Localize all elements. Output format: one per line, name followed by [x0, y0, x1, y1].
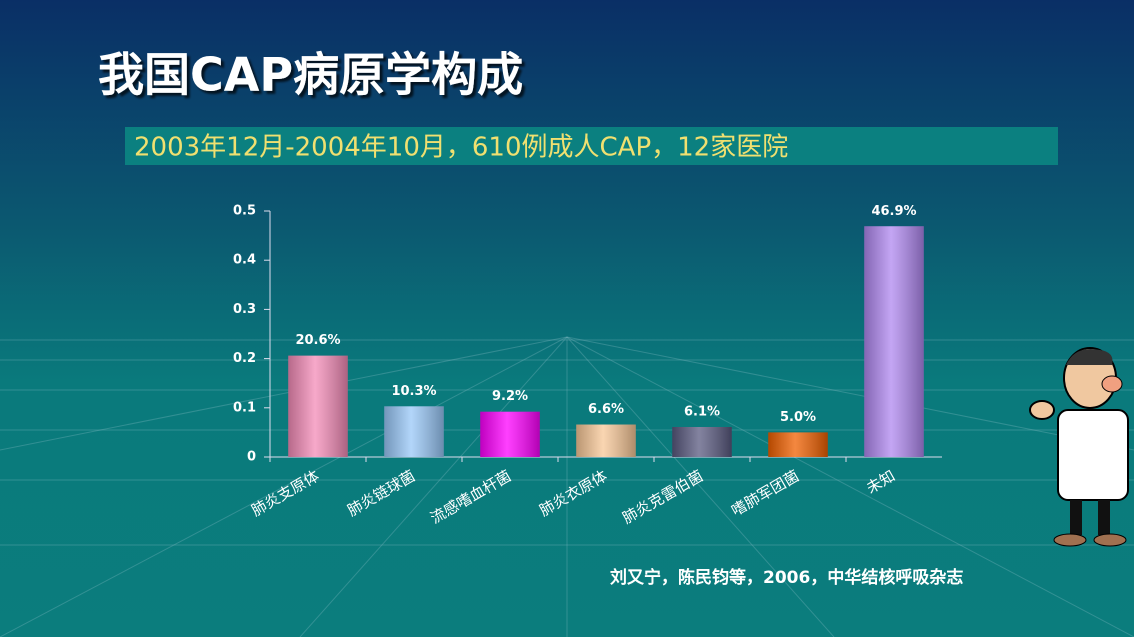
x-tick-label: 肺炎衣原体 [536, 467, 610, 520]
x-tick-label: 未知 [863, 467, 898, 498]
bar-shading [672, 426, 732, 457]
x-tick-label: 嗜肺军团菌 [728, 467, 802, 520]
bar-shading [864, 226, 924, 457]
x-tick-label: 肺炎支原体 [248, 467, 322, 520]
bar-shading [576, 424, 636, 457]
bar-shading [384, 406, 444, 457]
x-tick-label: 流感嗜血杆菌 [427, 467, 514, 528]
value-label: 5.0% [780, 410, 816, 425]
value-label: 20.6% [295, 333, 340, 348]
x-tick-label: 肺炎克雷伯菌 [619, 467, 706, 528]
bar-shading [480, 411, 540, 457]
subtitle-box [125, 127, 1058, 165]
value-label: 46.9% [871, 204, 916, 219]
source-note: 刘又宁，陈民钧等，2006，中华结核呼吸杂志 [610, 567, 963, 588]
title: 我国CAP病原学构成 [98, 48, 523, 102]
value-label: 10.3% [391, 384, 436, 399]
bar-shading [768, 432, 828, 457]
doctor-cartoon [1029, 347, 1129, 547]
value-label: 6.6% [588, 402, 624, 417]
floor-grid [0, 336, 1134, 637]
value-label: 9.2% [492, 389, 528, 404]
bar-shading [288, 355, 348, 457]
y-tick-label: 0 [247, 450, 256, 465]
y-tick-label: 0.1 [233, 400, 256, 415]
y-tick-label: 0.4 [233, 253, 256, 268]
y-tick-label: 0.5 [233, 204, 256, 219]
subtitle: 2003年12月-2004年10月，610例成人CAP，12家医院 [134, 133, 788, 163]
y-tick-label: 0.3 [233, 302, 256, 317]
value-label: 6.1% [684, 404, 720, 419]
y-tick-label: 0.2 [233, 351, 256, 366]
x-tick-label: 肺炎链球菌 [344, 467, 418, 520]
